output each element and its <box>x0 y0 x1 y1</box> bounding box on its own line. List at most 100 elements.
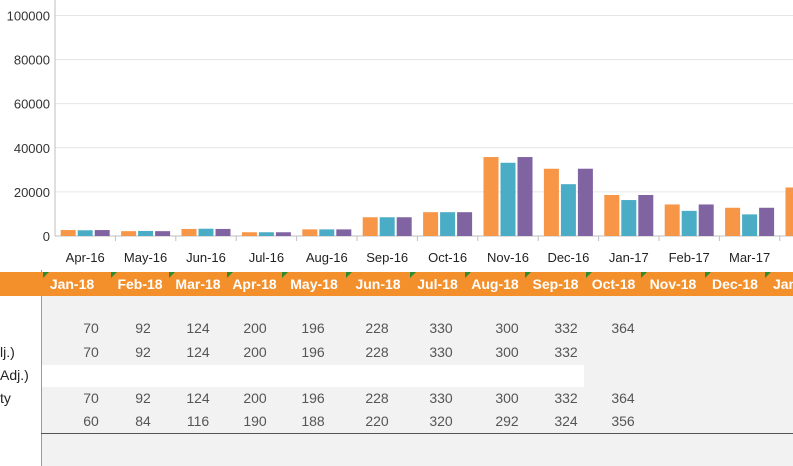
row-divider <box>41 433 793 434</box>
bar <box>215 228 231 236</box>
bar <box>604 194 620 236</box>
bar <box>759 207 775 236</box>
x-tick-label: Feb-17 <box>669 250 710 265</box>
cell-note-marker <box>705 272 711 278</box>
table-cell: 330 <box>429 390 453 406</box>
table-cell: 228 <box>365 344 389 360</box>
x-tick-label: Sep-16 <box>366 250 408 265</box>
bar <box>336 229 352 236</box>
bar <box>121 231 137 236</box>
table-cell: 70 <box>83 390 99 406</box>
row-label: Adj.) <box>0 367 29 383</box>
month-header: Jun-18 <box>346 272 410 296</box>
month-header: Sep-18 <box>525 272 586 296</box>
bar <box>440 212 456 236</box>
y-tick-label: 20000 <box>14 185 50 200</box>
bar <box>517 157 533 236</box>
bar <box>258 232 274 236</box>
bar <box>698 204 714 236</box>
cell-note-marker <box>111 272 117 278</box>
table-cell: 320 <box>429 413 453 429</box>
row-band <box>42 387 584 433</box>
table-cell: 190 <box>243 413 267 429</box>
x-tick-label: Jul-16 <box>249 250 284 265</box>
table-cell: 84 <box>135 413 151 429</box>
bar <box>302 229 318 236</box>
cell-note-marker <box>282 272 288 278</box>
month-header-label: May-18 <box>290 276 338 292</box>
table-cell: 332 <box>554 344 578 360</box>
month-header: Feb-18 <box>111 272 169 296</box>
bar <box>621 200 637 236</box>
chart-area: 0 20000 40000 60000 80000 100000 Apr-16 May-16 J… <box>6 0 793 265</box>
bar <box>60 230 76 236</box>
x-tick-label: Mar-17 <box>729 250 770 265</box>
month-header-label: Feb-18 <box>117 276 163 292</box>
cell-note-marker <box>765 272 771 278</box>
bar <box>500 162 516 236</box>
month-header-label: Apr-18 <box>232 276 277 292</box>
y-tick-label: 40000 <box>14 141 50 156</box>
cell-note-marker <box>227 272 233 278</box>
month-header-label: Mar-18 <box>175 276 221 292</box>
month-header: Mar-18 <box>169 272 227 296</box>
cell-note-marker <box>43 272 49 278</box>
x-tick-label: Apr-16 <box>66 250 105 265</box>
bar <box>396 217 412 236</box>
month-header: Oct-18 <box>586 272 641 296</box>
table-cell: 196 <box>301 320 325 336</box>
table-cell: 124 <box>186 390 210 406</box>
bar <box>483 157 499 236</box>
row-band-white <box>42 365 584 387</box>
bar <box>94 230 110 236</box>
table-cell: 228 <box>365 320 389 336</box>
y-tick-label: 60000 <box>14 97 50 112</box>
table-cell: 124 <box>186 320 210 336</box>
month-header-label: Jan-18 <box>49 276 95 292</box>
table-cell: 332 <box>554 320 578 336</box>
table-cell: 70 <box>83 320 99 336</box>
bar <box>577 168 593 236</box>
cell-note-marker <box>169 272 175 278</box>
row-label: ty <box>0 390 11 406</box>
table-cell: 188 <box>301 413 325 429</box>
cell-note-marker <box>410 272 416 278</box>
bar <box>457 212 473 236</box>
cell-note-marker <box>465 272 471 278</box>
month-header-label: Jan <box>772 276 793 292</box>
table-cell: 60 <box>83 413 99 429</box>
table-cell: 200 <box>243 390 267 406</box>
bar <box>362 217 378 236</box>
x-tick-label: Oct-16 <box>428 250 467 265</box>
grid-below <box>42 434 793 466</box>
table-cell: 220 <box>365 413 389 429</box>
bar <box>138 230 154 236</box>
table-cell: 92 <box>135 390 151 406</box>
table-cell: 70 <box>83 344 99 360</box>
table-cell: 356 <box>611 413 635 429</box>
cell-note-marker <box>525 272 531 278</box>
month-header-label: Oct-18 <box>591 276 636 292</box>
table-cell: 116 <box>186 413 210 429</box>
y-tick-label: 80000 <box>14 53 50 68</box>
row-label: lj.) <box>0 344 15 360</box>
y-tick-label: 0 <box>43 229 50 244</box>
bar <box>77 230 93 236</box>
bar <box>785 187 793 236</box>
x-tick-label: May-16 <box>124 250 167 265</box>
month-header-label: Jun-18 <box>355 276 401 292</box>
column-divider <box>41 270 42 466</box>
table-cell: 200 <box>243 320 267 336</box>
table-cell: 330 <box>429 320 453 336</box>
table-cell: 300 <box>495 320 519 336</box>
table-cell: 92 <box>135 344 151 360</box>
table-cell: 92 <box>135 320 151 336</box>
bar <box>742 214 758 236</box>
bar-chart: 0 20000 40000 60000 80000 100000 Apr-16 May-16 J… <box>7 0 793 265</box>
row-band <box>42 296 584 365</box>
x-tick-label: Jan-17 <box>609 250 649 265</box>
bar <box>181 228 197 236</box>
month-header: Jul-18 <box>410 272 465 296</box>
bar <box>560 184 576 236</box>
table-cell: 196 <box>301 344 325 360</box>
